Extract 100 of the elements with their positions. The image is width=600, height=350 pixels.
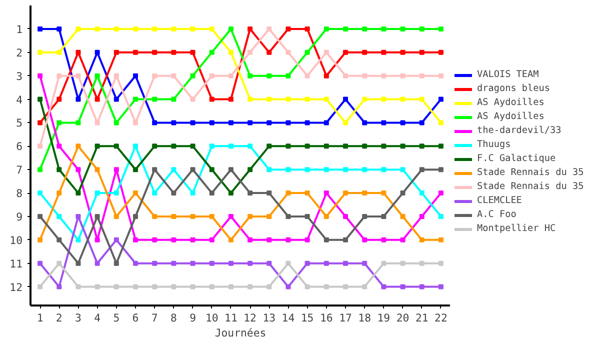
point	[400, 73, 406, 78]
y-tick-label: 8	[16, 187, 23, 200]
point	[56, 260, 62, 266]
point	[438, 260, 444, 266]
point	[304, 50, 310, 55]
point	[266, 96, 272, 102]
point	[381, 190, 386, 196]
point	[133, 26, 138, 32]
point	[94, 96, 100, 102]
point	[362, 96, 368, 102]
point	[133, 73, 138, 78]
legend-label: A.C Foo	[477, 208, 516, 220]
point	[228, 214, 234, 219]
point	[248, 190, 253, 196]
point	[133, 144, 138, 149]
point	[133, 260, 138, 266]
point	[152, 167, 158, 172]
point	[56, 96, 62, 102]
point	[286, 214, 291, 219]
point	[171, 214, 176, 219]
x-tick-label: 13	[262, 312, 276, 324]
point	[114, 237, 119, 242]
point	[94, 190, 100, 196]
point	[419, 50, 424, 55]
point	[190, 73, 196, 78]
point	[362, 237, 368, 242]
point	[38, 167, 43, 172]
point	[400, 50, 406, 55]
x-tick-label: 21	[415, 312, 428, 324]
point	[209, 50, 214, 55]
point	[94, 120, 100, 126]
x-tick-label: 16	[320, 312, 333, 324]
point	[362, 144, 368, 149]
point	[209, 120, 214, 126]
point	[400, 144, 406, 149]
point	[381, 214, 386, 219]
point	[304, 144, 310, 149]
point	[400, 190, 406, 196]
point	[152, 237, 158, 242]
point	[248, 260, 253, 266]
point	[286, 237, 291, 242]
point	[419, 284, 424, 290]
x-tick-label: 15	[300, 312, 314, 324]
point	[419, 26, 424, 32]
point	[266, 237, 272, 242]
point	[324, 237, 329, 242]
point	[266, 214, 272, 219]
point	[114, 214, 119, 219]
point	[248, 50, 253, 55]
point	[324, 190, 329, 196]
point	[190, 284, 196, 290]
point	[324, 26, 329, 32]
point	[228, 26, 234, 32]
y-tick-label: 9	[16, 210, 23, 224]
point	[248, 284, 253, 290]
x-tick-label: 17	[339, 312, 352, 324]
point	[362, 26, 368, 32]
point	[324, 120, 329, 126]
point	[438, 190, 444, 196]
point	[266, 144, 272, 149]
point	[133, 284, 138, 290]
point	[248, 167, 253, 172]
point	[381, 120, 386, 126]
point	[209, 96, 214, 102]
point	[56, 26, 62, 32]
point	[286, 190, 291, 196]
x-tick-label: 14	[282, 312, 295, 324]
point	[133, 237, 138, 242]
point	[76, 167, 81, 172]
point	[76, 50, 81, 55]
point	[343, 144, 348, 149]
point	[228, 96, 234, 102]
y-tick-label: 7	[16, 164, 23, 177]
point	[38, 260, 43, 266]
point	[400, 96, 406, 102]
y-tick-label: 12	[10, 280, 23, 294]
point	[438, 237, 444, 242]
point	[152, 144, 158, 149]
point	[171, 167, 176, 172]
point	[190, 144, 196, 149]
x-tick-label: 20	[396, 312, 410, 324]
point	[228, 73, 234, 78]
point	[94, 214, 100, 219]
point	[38, 237, 43, 242]
point	[248, 26, 253, 32]
point	[324, 167, 329, 172]
point	[419, 214, 424, 219]
y-tick-label: 5	[16, 116, 23, 130]
point	[248, 144, 253, 149]
point	[114, 190, 119, 196]
x-tick-label: 22	[434, 312, 448, 324]
point	[94, 50, 100, 55]
point	[248, 237, 253, 242]
point	[304, 214, 310, 219]
point	[133, 214, 138, 219]
point	[266, 26, 272, 32]
point	[362, 284, 368, 290]
point	[304, 120, 310, 126]
point	[381, 96, 386, 102]
point	[76, 73, 81, 78]
